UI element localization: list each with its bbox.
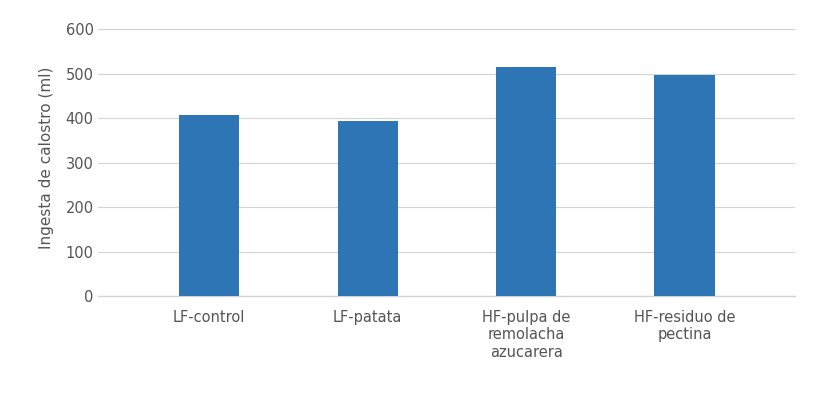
Bar: [654, 75, 713, 296]
Bar: [495, 67, 555, 296]
Bar: [179, 115, 239, 296]
Bar: [337, 121, 397, 296]
Y-axis label: Ingesta de calostro (ml): Ingesta de calostro (ml): [39, 67, 54, 249]
